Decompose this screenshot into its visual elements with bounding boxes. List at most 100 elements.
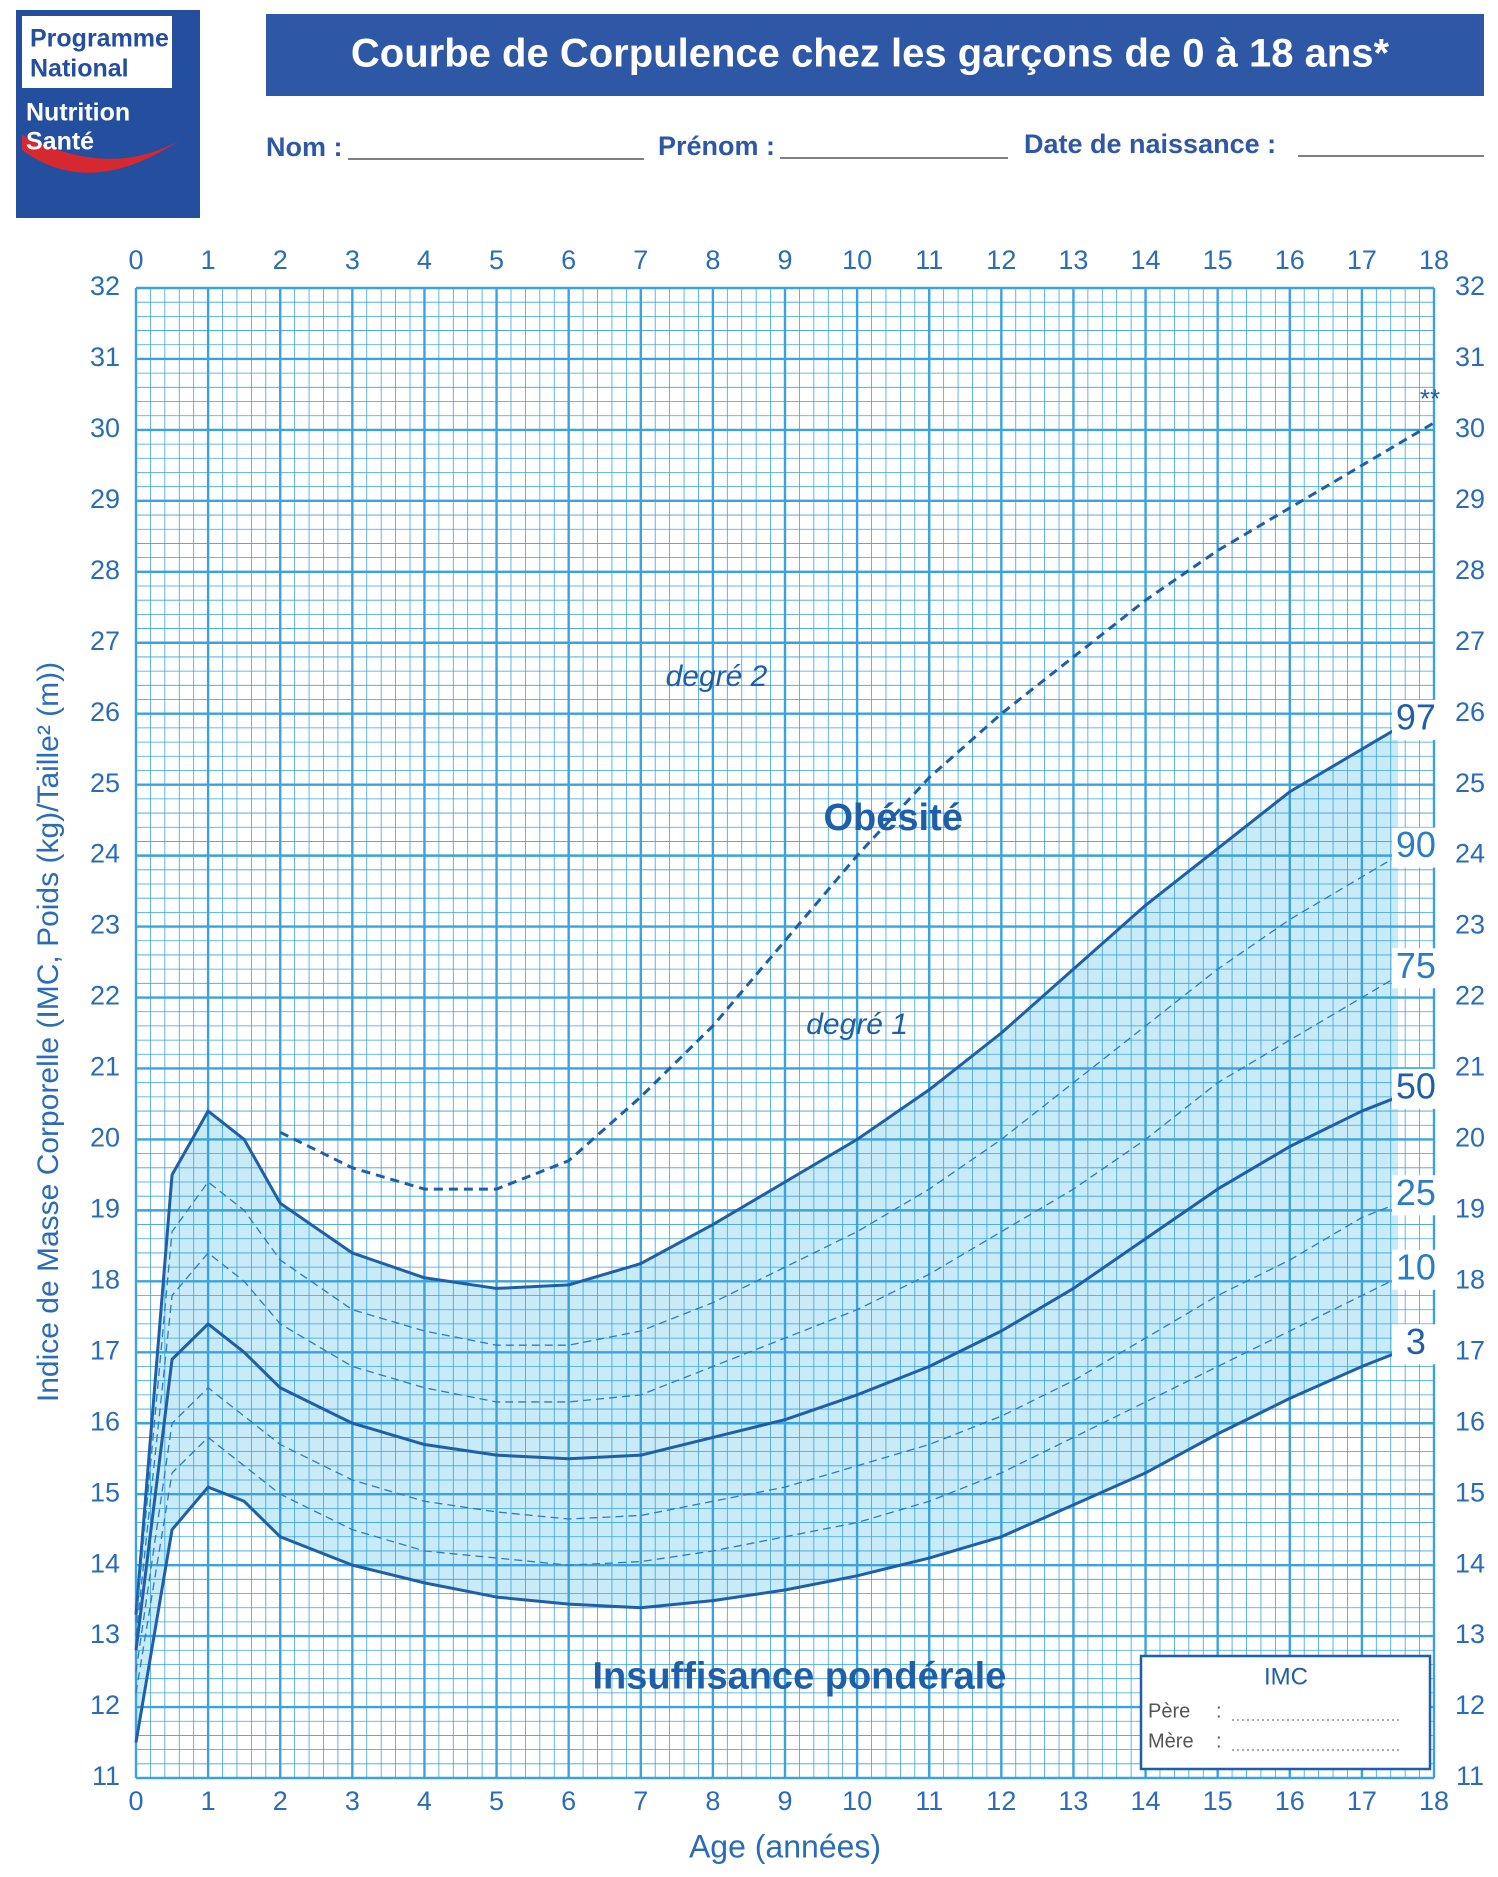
y-tick-label: 15	[90, 1477, 120, 1507]
y-tick-label-right: 15	[1455, 1477, 1485, 1507]
x-tick-label: 3	[345, 1786, 360, 1816]
x-tick-label-top: 9	[777, 245, 792, 275]
x-tick-label: 17	[1347, 1786, 1377, 1816]
x-tick-label-top: 13	[1058, 245, 1088, 275]
x-tick-label: 4	[417, 1786, 432, 1816]
imc-title: IMC	[1264, 1663, 1308, 1690]
imc-separator: :	[1216, 1730, 1222, 1752]
y-tick-label-right: 28	[1455, 555, 1485, 585]
curve-label: 10	[1396, 1246, 1436, 1287]
label-bg	[1391, 1068, 1440, 1109]
y-tick-label-right: 24	[1455, 839, 1485, 869]
curve	[134, 726, 1399, 1615]
logo-panel	[22, 16, 172, 88]
x-tick-label: 9	[777, 1786, 792, 1816]
y-tick-label: 23	[90, 910, 120, 940]
curve-label: **	[1420, 384, 1440, 414]
x-tick-label: 2	[273, 1786, 288, 1816]
y-tick-label: 18	[90, 1264, 120, 1294]
y-tick-label-right: 12	[1455, 1690, 1485, 1720]
y-axis-label: Indice de Masse Corporelle (IMC, Poids (…	[32, 662, 65, 1402]
label-bg	[1391, 1249, 1440, 1290]
title-bar	[266, 14, 1484, 96]
x-tick-label: 8	[705, 1786, 720, 1816]
y-tick-label: 29	[90, 484, 120, 514]
x-tick-label-top: 7	[633, 245, 648, 275]
x-tick-label-top: 5	[489, 245, 504, 275]
curve-label: 50	[1396, 1065, 1436, 1106]
annotation: degré 1	[806, 1008, 908, 1041]
curve	[134, 1095, 1399, 1651]
y-tick-label: 31	[90, 342, 120, 372]
x-tick-label: 10	[842, 1786, 872, 1816]
y-tick-label: 21	[90, 1052, 120, 1082]
label-bg	[1391, 1324, 1440, 1365]
percentile-band	[136, 727, 1398, 1743]
x-tick-label-top: 2	[273, 245, 288, 275]
x-tick-label-top: 0	[128, 245, 143, 275]
y-tick-label: 28	[90, 555, 120, 585]
label-bg	[1391, 1175, 1440, 1216]
curve-label: 75	[1396, 945, 1436, 986]
y-tick-label-right: 16	[1455, 1406, 1485, 1436]
y-tick-label: 26	[90, 697, 120, 727]
y-tick-label: 22	[90, 981, 120, 1011]
y-tick-label-right: 21	[1455, 1052, 1485, 1082]
y-tick-label: 14	[90, 1548, 120, 1578]
y-tick-label: 32	[90, 271, 120, 301]
x-tick-label: 1	[201, 1786, 216, 1816]
x-tick-label-top: 3	[345, 245, 360, 275]
x-tick-label-top: 1	[201, 245, 216, 275]
y-tick-label: 13	[90, 1619, 120, 1649]
y-tick-label: 30	[90, 413, 120, 443]
y-tick-label-right: 19	[1455, 1194, 1485, 1224]
annotation: degré 2	[666, 660, 768, 693]
x-tick-label-top: 18	[1419, 245, 1449, 275]
logo-text: National	[30, 55, 129, 83]
chart-title: Courbe de Corpulence chez les garçons de…	[351, 32, 1390, 76]
x-tick-label: 5	[489, 1786, 504, 1816]
curve	[135, 1277, 1399, 1693]
y-tick-label-right: 22	[1455, 981, 1485, 1011]
y-tick-label: 27	[90, 626, 120, 656]
curve	[135, 855, 1399, 1622]
y-tick-label-right: 30	[1455, 413, 1485, 443]
x-tick-label: 15	[1203, 1786, 1233, 1816]
x-tick-label: 14	[1131, 1786, 1161, 1816]
x-tick-label-top: 8	[705, 245, 720, 275]
x-tick-label: 7	[633, 1786, 648, 1816]
x-axis-label: Age (années)	[689, 1828, 881, 1864]
y-tick-label-right: 11	[1456, 1761, 1484, 1791]
curve	[135, 975, 1399, 1637]
x-tick-label-top: 14	[1131, 245, 1161, 275]
curve	[134, 1350, 1399, 1743]
curve-label: 90	[1396, 824, 1436, 865]
y-tick-label-right: 18	[1455, 1264, 1485, 1294]
y-tick-label: 16	[90, 1406, 120, 1436]
x-tick-label-top: 15	[1203, 245, 1233, 275]
y-tick-label-right: 17	[1455, 1335, 1485, 1365]
y-tick-label-right: 14	[1455, 1548, 1485, 1578]
form-label: Date de naissance :	[1024, 129, 1276, 159]
imc-separator: :	[1216, 1700, 1222, 1722]
logo-text: Programme	[30, 25, 169, 53]
y-tick-label: 25	[90, 768, 120, 798]
x-tick-label: 18	[1419, 1786, 1449, 1816]
logo-text: Nutrition	[26, 99, 130, 127]
y-tick-label: 12	[90, 1690, 120, 1720]
form-label: Prénom :	[658, 131, 775, 161]
y-tick-label-right: 29	[1455, 484, 1485, 514]
curve	[279, 421, 1435, 1191]
y-tick-label-right: 32	[1455, 271, 1485, 301]
curve-label: 3	[1406, 1321, 1426, 1362]
x-tick-label-top: 10	[842, 245, 872, 275]
y-tick-label-right: 31	[1455, 342, 1485, 372]
imc-box	[1139, 1654, 1432, 1771]
y-tick-label: 20	[90, 1123, 120, 1153]
imc-row-label: Mère	[1148, 1730, 1194, 1752]
annotation: Insuffisance pondérale	[592, 1656, 1006, 1698]
x-tick-label-top: 4	[417, 245, 432, 275]
y-tick-label: 17	[90, 1335, 120, 1365]
